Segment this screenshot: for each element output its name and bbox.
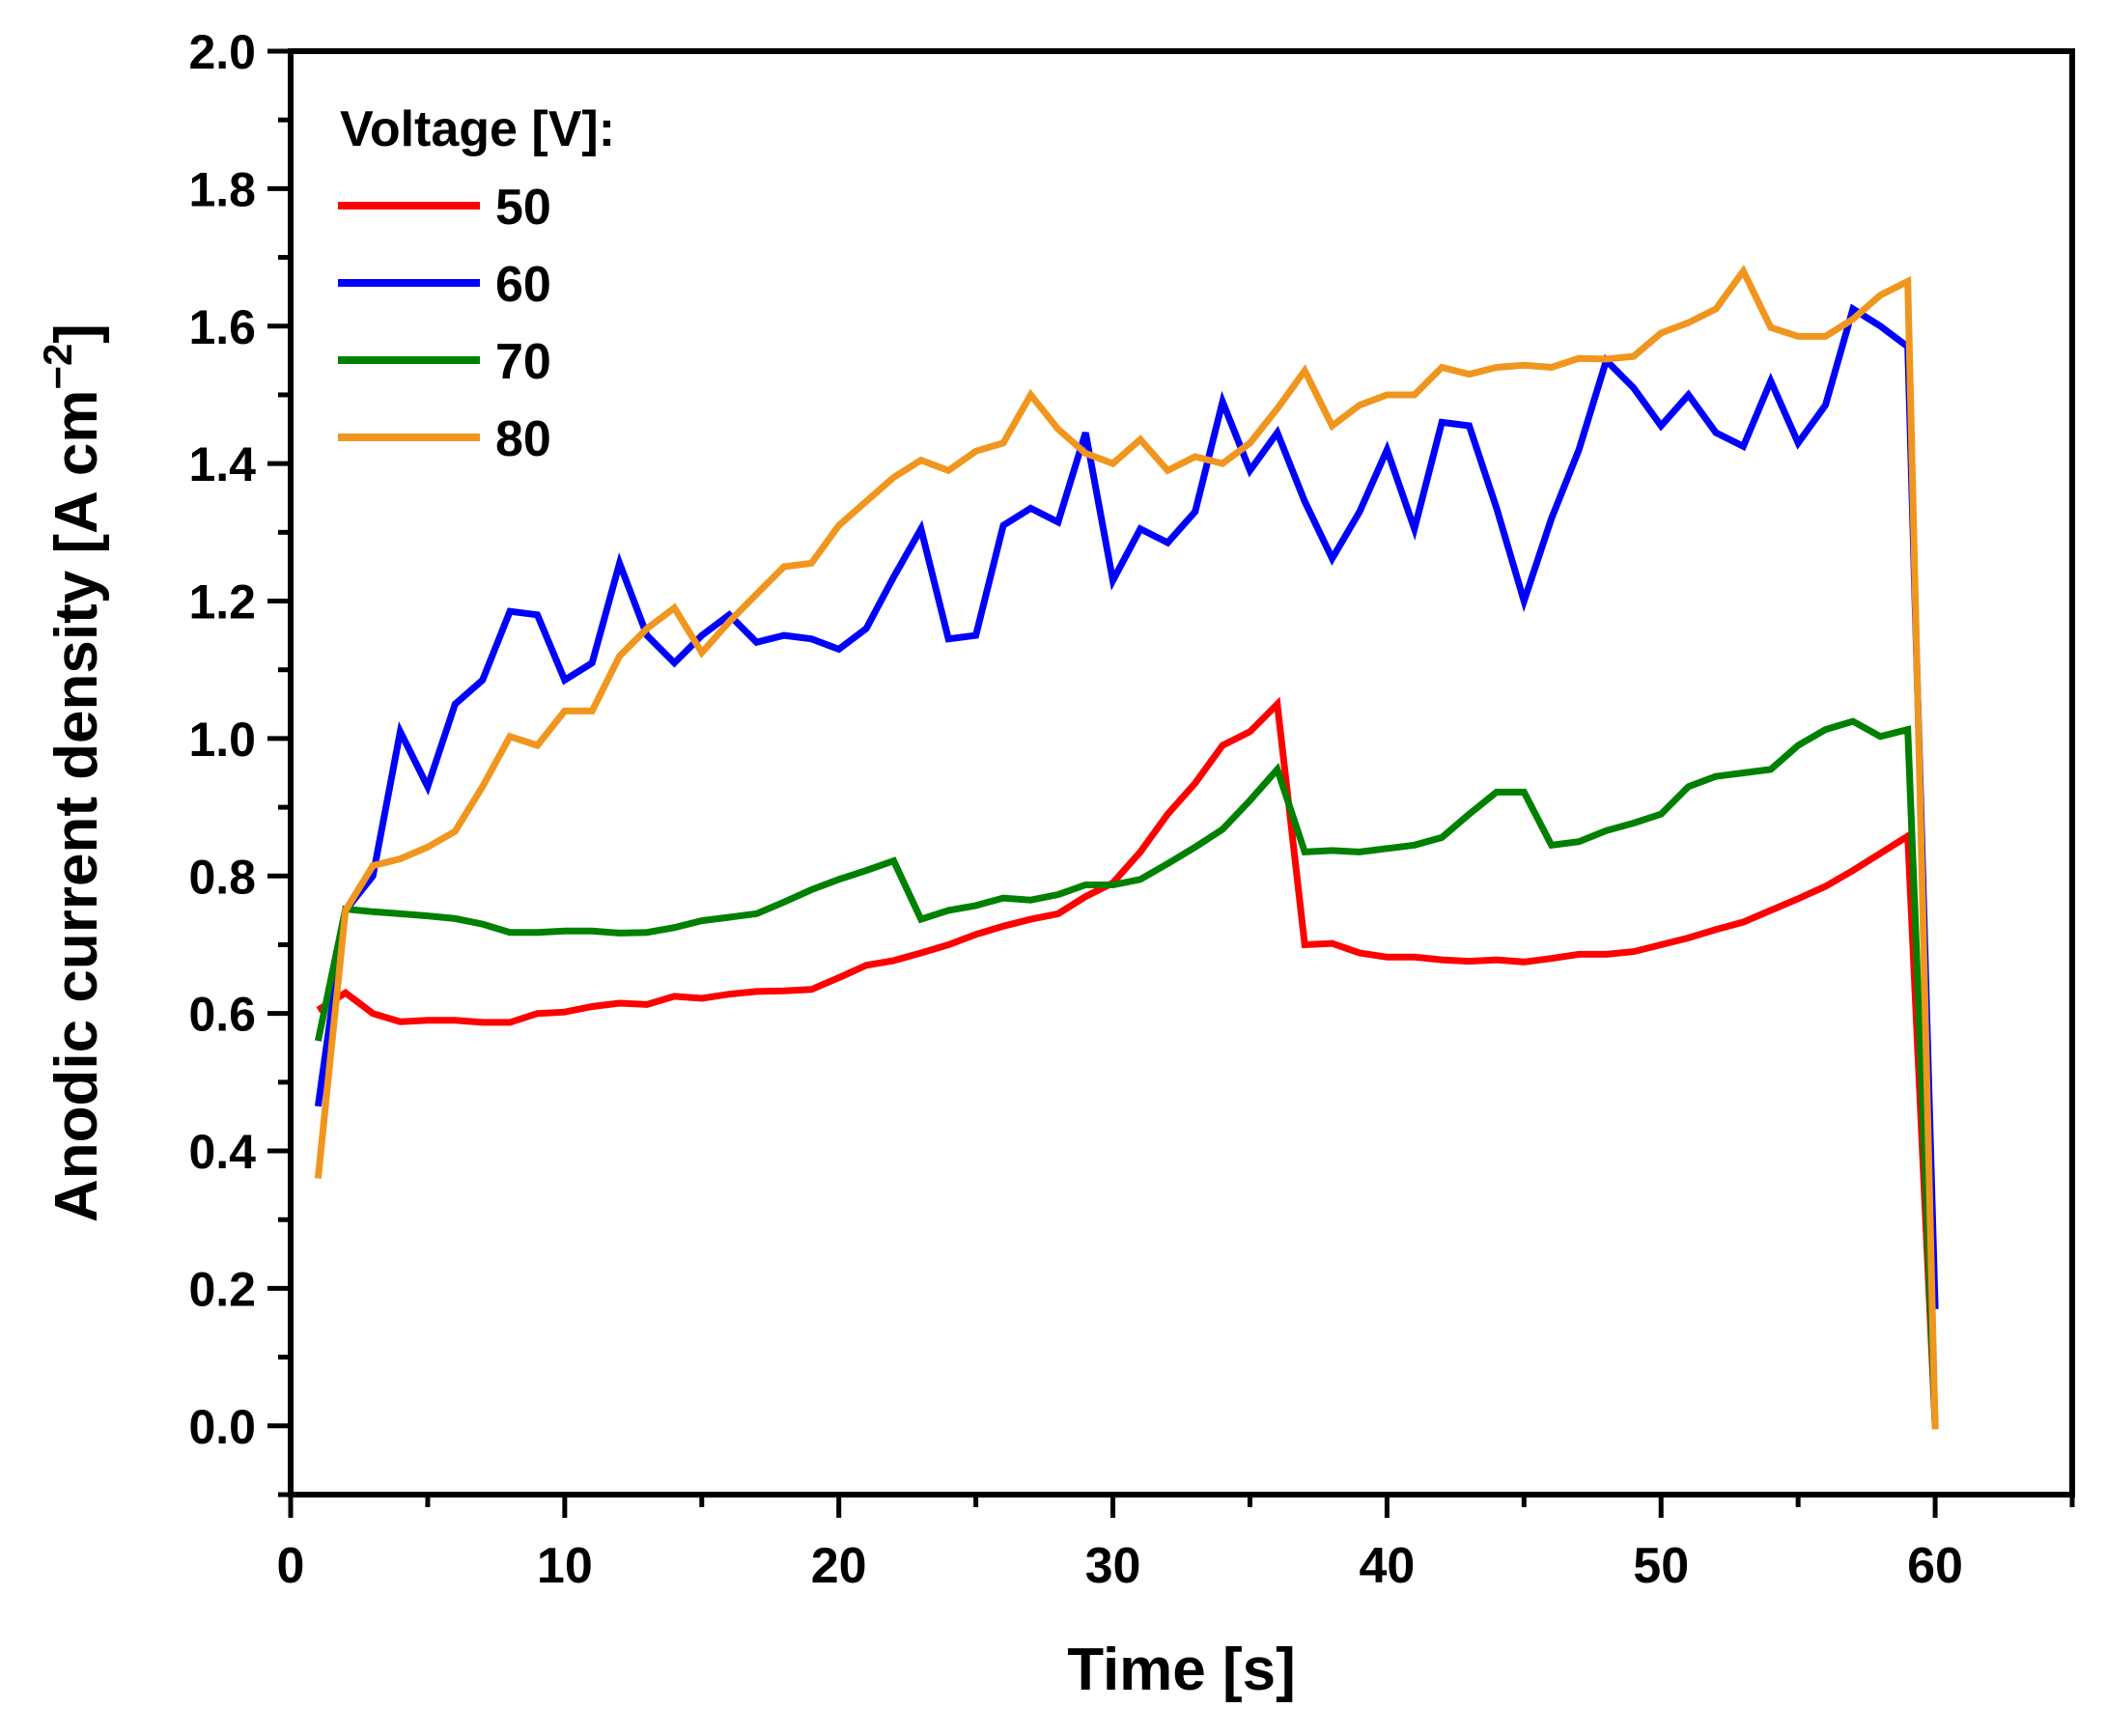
x-axis-title: Time [s] <box>1067 1637 1296 1703</box>
y-tick-label: 0.6 <box>188 988 256 1042</box>
y-tick-label: 0.2 <box>188 1262 256 1316</box>
y-axis-title: Anodic current density [A cm−2] <box>35 323 110 1222</box>
y-tick-label: 2.0 <box>188 25 256 79</box>
legend-label-70: 70 <box>495 334 551 390</box>
y-tick-label: 1.6 <box>188 300 256 354</box>
y-axis-title-superscript: −2 <box>35 344 80 390</box>
legend-label-60: 60 <box>495 257 551 313</box>
series-line-50 <box>316 696 1939 1426</box>
x-tick-label: 20 <box>811 1538 867 1594</box>
axis-layer: 0 10 20 30 40 50 60 0.0 0.2 0.4 0.6 0.8 1.0 1.2 1.4 1.6… <box>188 25 2075 1594</box>
legend-items: 50 60 70 80 <box>338 180 551 467</box>
y-tick-label: 1.4 <box>188 437 256 491</box>
y-tick-label: 0.0 <box>188 1400 256 1454</box>
y-axis-title-close: ] <box>43 323 110 344</box>
y-axis-title-main: Anodic current density [A cm <box>43 390 110 1222</box>
y-tick-label: 0.4 <box>188 1125 256 1179</box>
x-tick-label: 10 <box>537 1538 593 1594</box>
legend-label-80: 80 <box>495 411 551 467</box>
y-tick-label: 1.8 <box>188 162 256 216</box>
series-layer <box>314 265 1939 1430</box>
legend-label-50: 50 <box>495 180 551 236</box>
y-tick-label: 0.8 <box>188 850 256 904</box>
x-tick-label: 30 <box>1085 1538 1141 1594</box>
x-tick-label: 0 <box>277 1538 305 1594</box>
y-tick-label: 1.0 <box>188 713 256 767</box>
x-tick-label: 60 <box>1907 1538 1963 1594</box>
legend: Voltage [V]: 50 60 70 80 <box>338 101 615 467</box>
legend-title: Voltage [V]: <box>340 101 615 157</box>
x-tick-label: 50 <box>1633 1538 1689 1594</box>
series-line-70 <box>314 717 1939 1426</box>
x-tick-label: 40 <box>1359 1538 1415 1594</box>
y-tick-label: 1.2 <box>188 575 256 630</box>
series-line-60 <box>314 303 1939 1309</box>
plot-frame <box>288 48 2075 1498</box>
series-line-80 <box>314 265 1939 1430</box>
